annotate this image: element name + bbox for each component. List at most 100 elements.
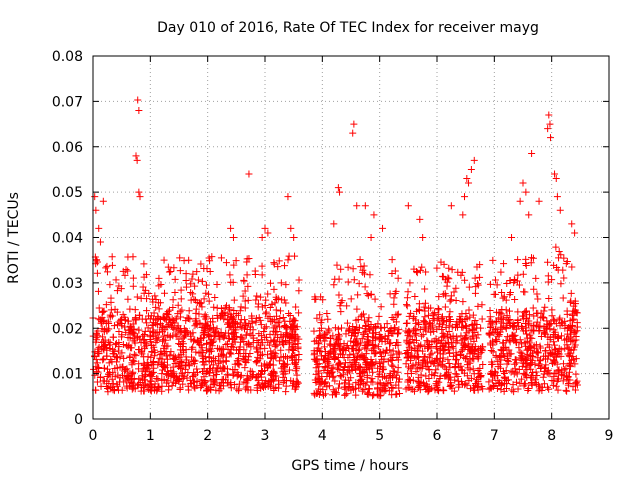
- data-point: [124, 317, 132, 325]
- data-point: [552, 175, 560, 183]
- data-point: [257, 293, 265, 301]
- data-point: [406, 365, 414, 373]
- data-point: [533, 372, 541, 380]
- data-point: [355, 280, 363, 288]
- data-point: [493, 308, 501, 316]
- data-point: [331, 377, 339, 385]
- data-point: [211, 328, 219, 336]
- data-point: [392, 287, 400, 295]
- data-point: [294, 340, 302, 348]
- data-point: [109, 368, 117, 376]
- data-point: [568, 311, 576, 319]
- data-point: [217, 254, 225, 262]
- data-point: [515, 344, 523, 352]
- data-point: [167, 367, 175, 375]
- data-point: [457, 347, 465, 355]
- data-point: [154, 383, 162, 391]
- data-point: [511, 365, 519, 373]
- data-point: [234, 357, 242, 365]
- data-point: [377, 391, 385, 399]
- data-point: [314, 344, 322, 352]
- data-point: [535, 323, 543, 331]
- data-point: [463, 353, 471, 361]
- data-point: [214, 352, 222, 360]
- data-point: [457, 332, 465, 340]
- data-point: [142, 370, 150, 378]
- data-point: [288, 382, 296, 390]
- data-point: [520, 288, 528, 296]
- data-point: [435, 306, 443, 314]
- data-point: [175, 363, 183, 371]
- data-point: [451, 376, 459, 384]
- data-point: [474, 280, 482, 288]
- data-point: [241, 304, 249, 312]
- data-point: [570, 343, 578, 351]
- data-point: [253, 292, 261, 300]
- data-point: [573, 381, 581, 389]
- data-point: [356, 363, 364, 371]
- data-point: [565, 360, 573, 368]
- data-point: [159, 337, 167, 345]
- data-point: [555, 366, 563, 374]
- data-point: [404, 378, 412, 386]
- y-tick-label: 0.01: [52, 367, 83, 383]
- data-point: [402, 327, 410, 335]
- data-point: [349, 129, 357, 137]
- data-point: [217, 379, 225, 387]
- data-point: [375, 368, 383, 376]
- data-point: [354, 291, 362, 299]
- data-point: [492, 325, 500, 333]
- data-point: [312, 370, 320, 378]
- data-point: [257, 384, 265, 392]
- data-point: [404, 370, 412, 378]
- data-point: [193, 382, 201, 390]
- data-point: [268, 300, 276, 308]
- data-point: [472, 283, 480, 291]
- data-point: [452, 349, 460, 357]
- data-point: [364, 333, 372, 341]
- data-point: [361, 341, 369, 349]
- data-point: [446, 297, 454, 305]
- data-point: [559, 294, 567, 302]
- data-point: [143, 319, 151, 327]
- data-point: [126, 334, 134, 342]
- data-point: [563, 387, 571, 395]
- data-point: [97, 382, 105, 390]
- data-point: [371, 295, 379, 303]
- data-point: [521, 380, 529, 388]
- data-point: [387, 324, 395, 332]
- data-point: [489, 348, 497, 356]
- data-point: [137, 348, 145, 356]
- data-point: [412, 368, 420, 376]
- data-point: [457, 271, 465, 279]
- data-point: [266, 330, 274, 338]
- data-point: [129, 368, 137, 376]
- data-point: [390, 294, 398, 302]
- data-point: [131, 385, 139, 393]
- data-point: [525, 211, 533, 219]
- y-tick-label: 0.07: [52, 94, 83, 110]
- data-point: [514, 385, 522, 393]
- data-point: [560, 254, 568, 262]
- data-point: [502, 367, 510, 375]
- data-point: [284, 193, 292, 201]
- data-point: [370, 211, 378, 219]
- data-point: [422, 268, 430, 276]
- data-point: [295, 335, 303, 343]
- data-point: [241, 316, 249, 324]
- data-point: [438, 326, 446, 334]
- data-point: [536, 357, 544, 365]
- data-point: [557, 251, 565, 259]
- data-point: [521, 307, 529, 315]
- data-point: [412, 336, 420, 344]
- data-point: [168, 315, 176, 323]
- data-point: [330, 220, 338, 228]
- data-point: [547, 134, 555, 142]
- data-point: [282, 388, 290, 396]
- data-point: [454, 360, 462, 368]
- data-point: [573, 309, 581, 317]
- data-point: [555, 247, 563, 255]
- data-point: [554, 375, 562, 383]
- data-point: [436, 320, 444, 328]
- data-point: [459, 298, 467, 306]
